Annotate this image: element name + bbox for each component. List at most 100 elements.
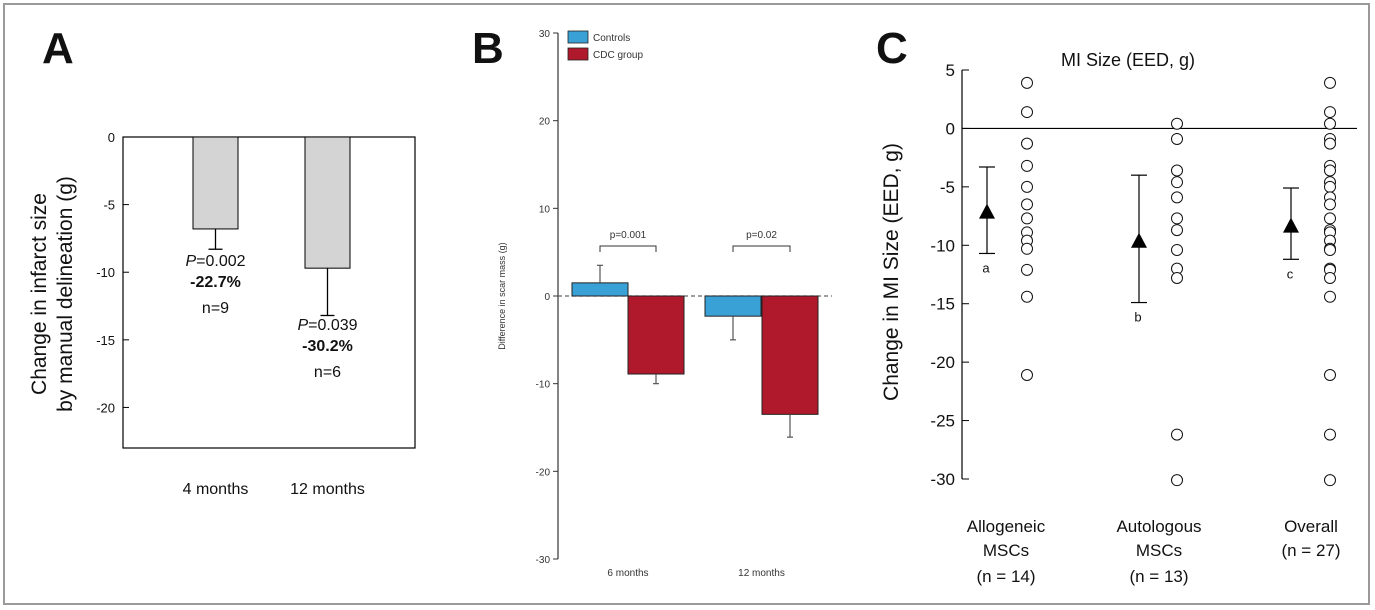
panel-c-ytick-label: 0: [946, 119, 955, 138]
panel-a-n: n=6: [314, 364, 341, 381]
panel-c-data-point: [1021, 242, 1033, 255]
panel-c-data-point: [1324, 106, 1336, 119]
panel-c-title: MI Size (EED, g): [1061, 50, 1195, 70]
panel-c-data-point: [1324, 137, 1336, 150]
panel-a-bar: [304, 136, 351, 269]
panel-b-xtick-label: 12 months: [738, 568, 785, 579]
panel-a-ylabel-line2: by manual delineation (g): [54, 176, 77, 412]
panel-a-ytick-label: -5: [103, 198, 115, 213]
panel-a-percent: -22.7%: [190, 274, 241, 291]
panel-b-pvalue-bracket: [599, 245, 657, 252]
panel-label-c: C: [876, 24, 908, 73]
panel-c-data-point: [1171, 272, 1183, 285]
panel-c-data-point: [1324, 212, 1336, 225]
panel-a-pvalue: P=0.002: [185, 253, 245, 270]
panel-c-mean-marker: [1131, 232, 1147, 248]
panel-b-ytick-label: -20: [536, 467, 551, 478]
panel-c-data-point: [1324, 243, 1336, 256]
panel-c-data-point: [1171, 164, 1183, 177]
panel-b-pvalue: p=0.001: [610, 230, 647, 241]
panel-b-ytick-label: 0: [544, 292, 550, 303]
panel-c-data-point: [1324, 180, 1336, 193]
panel-b-bar: [761, 295, 819, 415]
panel-a-ytick-label: -15: [96, 333, 115, 348]
panel-c-data-point: [1171, 243, 1183, 256]
panel-b-legend-swatch: [567, 30, 589, 44]
panel-c-group-n: (n = 14): [976, 567, 1035, 586]
panel-c-ytick-label: -5: [940, 178, 955, 197]
panel-c-group-letter: b: [1134, 310, 1141, 325]
panel-b-legend-swatch: [567, 47, 589, 61]
panel-a-ytick-label: 0: [108, 130, 115, 145]
panel-c-group-letter: a: [982, 260, 990, 275]
panel-c-group-letter: c: [1287, 266, 1294, 281]
panel-c-group-n: (n = 13): [1129, 567, 1188, 586]
panel-c-mean-marker: [979, 203, 995, 219]
panel-c-data-point: [1171, 117, 1183, 130]
panel-c-ytick-label: -20: [930, 353, 955, 372]
panel-c-data-point: [1021, 290, 1033, 303]
panel-c-data-point: [1324, 368, 1336, 381]
panel-c-data-point: [1021, 180, 1033, 193]
panel-b-legend-label: Controls: [593, 33, 630, 44]
panel-c-data-point: [1021, 137, 1033, 150]
panel-c-data-point: [1171, 132, 1183, 145]
panel-b-ytick-label: 20: [539, 117, 551, 128]
figure-frame: [3, 3, 1370, 605]
panel-c-data-point: [1324, 474, 1336, 487]
panel-b-pvalue: p=0.02: [746, 230, 777, 241]
panel-b-xtick-label: 6 months: [607, 568, 648, 579]
panel-label-b: B: [472, 24, 504, 73]
panel-a-xtick-label: 4 months: [183, 481, 249, 498]
panel-c-mean-marker: [1283, 217, 1299, 233]
panel-a-plot-frame: [122, 136, 416, 449]
panel-c-data-point: [1021, 198, 1033, 211]
panel-c-data-point: [1021, 212, 1033, 225]
panel-b-ytick-label: -10: [536, 380, 551, 391]
panel-b-chart: Difference in scar mass (g) 30 20 10 0 -10 -2…: [497, 29, 832, 579]
panel-a-bar: [192, 136, 239, 230]
panel-b-bar: [627, 295, 685, 375]
panel-a-pvalue: P=0.039: [297, 317, 357, 334]
panel-label-a: A: [42, 24, 74, 73]
panel-a-ylabel-line1: Change in infarct size: [28, 193, 51, 395]
panel-c-data-point: [1171, 224, 1183, 237]
panel-c-data-point: [1324, 272, 1336, 285]
panel-c-data-point: [1021, 368, 1033, 381]
panel-c-data-point: [1171, 191, 1183, 204]
panel-a-ytick-label: -20: [96, 400, 115, 415]
panel-c-ytick-label: 5: [946, 61, 955, 80]
panel-a-ytick-label: -10: [96, 265, 115, 280]
panel-c-ytick-label: -25: [930, 412, 955, 431]
panel-c-data-point: [1324, 428, 1336, 441]
panel-b-ylabel: Difference in scar mass (g): [497, 242, 507, 349]
panel-c-group-label: MSCs: [983, 541, 1029, 560]
panel-c-ytick-label: -15: [930, 295, 955, 314]
panel-b-ytick-label: -30: [536, 555, 551, 566]
panel-c-data-point: [1324, 76, 1336, 89]
panel-c-data-point: [1171, 428, 1183, 441]
panel-a-xtick-label: 12 months: [290, 481, 365, 498]
panel-c-group-label: Autologous: [1116, 517, 1201, 536]
panel-c-data-point: [1324, 164, 1336, 177]
panel-b-legend-label: CDC group: [593, 50, 643, 61]
panel-c-group-label: MSCs: [1136, 541, 1182, 560]
panel-c-group-label: Allogeneic: [967, 517, 1046, 536]
panel-b-ytick-label: 30: [539, 29, 551, 40]
panel-c-data-point: [1324, 290, 1336, 303]
panel-c-data-point: [1021, 106, 1033, 119]
panel-b-bar: [704, 295, 762, 317]
panel-c-group-label: (n = 27): [1281, 541, 1340, 560]
panel-c-ytick-label: -10: [930, 236, 955, 255]
panel-c-group-label: Overall: [1284, 517, 1338, 536]
panel-a-n: n=9: [202, 300, 229, 317]
panel-b-ytick-label: 10: [539, 204, 551, 215]
panel-c-chart: MI Size (EED, g) Change in MI Size (EED,…: [880, 50, 1357, 586]
panel-c-ytick-label: -30: [930, 470, 955, 489]
panel-c-data-point: [1324, 198, 1336, 211]
panel-a-percent: -30.2%: [302, 338, 353, 355]
panel-c-data-point: [1324, 117, 1336, 130]
panel-c-data-point: [1171, 176, 1183, 189]
panel-a-chart: Change in infarct size by manual delinea…: [28, 130, 416, 498]
